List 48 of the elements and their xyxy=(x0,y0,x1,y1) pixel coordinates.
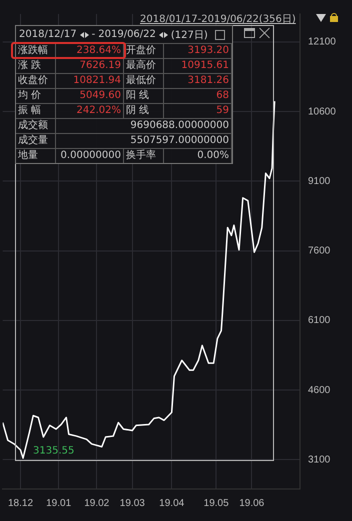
x-tick-label: 19.04 xyxy=(159,498,185,509)
annotation: 5049.60 xyxy=(56,88,124,103)
annotation: 成交额 xyxy=(16,118,56,133)
annotation: 9690688.00000000 xyxy=(56,118,232,133)
annotation: 涨 跌 xyxy=(16,58,56,73)
annotation: 59 xyxy=(164,103,232,118)
annotation: 地量 xyxy=(16,148,56,163)
x-tick-label: 19.06 xyxy=(239,498,265,509)
annotation: 开盘价 xyxy=(124,43,164,58)
y-tick-label: 6100 xyxy=(308,315,331,326)
x-tick-label: 18.12 xyxy=(8,498,34,509)
y-tick-label: 12100 xyxy=(308,36,336,48)
annotation: 最低价 xyxy=(124,73,164,88)
annotation: 68 xyxy=(164,88,232,103)
annotation: - xyxy=(92,29,96,40)
annotation: 3193.20 xyxy=(164,43,232,58)
annotation: 2018/12/17 xyxy=(19,29,77,40)
annotation: 3181.26 xyxy=(164,73,232,88)
y-tick-label: 4600 xyxy=(308,384,331,396)
annotation: 振 幅 xyxy=(16,103,56,118)
x-tick-label: 19.01 xyxy=(46,498,72,509)
annotation: 均 价 xyxy=(16,88,56,103)
annotation: 0.00000000 xyxy=(56,148,124,163)
annotation: 阴 线 xyxy=(124,103,164,118)
annotation: 10915.61 xyxy=(164,58,232,73)
annotation: 最高价 xyxy=(124,58,164,73)
x-tick-label: 19.05 xyxy=(204,498,230,509)
x-tick-label: 19.03 xyxy=(120,498,146,509)
annotation: 238.64% xyxy=(56,43,124,58)
y-tick-label: 7600 xyxy=(308,246,331,257)
y-tick-label: 3100 xyxy=(308,454,331,466)
annotation: 10821.94 xyxy=(56,73,124,88)
annotation: 3135.55 xyxy=(33,446,74,457)
y-tick-label: 9100 xyxy=(308,176,331,187)
annotation: 收盘价 xyxy=(16,73,56,88)
annotation: 5507597.00000000 xyxy=(56,133,232,148)
annotation: 涨跌幅 xyxy=(16,43,56,58)
chart-subtitle: 2018/01/17-2019/06/22(356日) xyxy=(140,13,296,26)
annotation: 0.00% xyxy=(164,148,232,163)
annotation: 2019/06/22 xyxy=(98,29,156,40)
annotation: 7626.19 xyxy=(56,58,124,73)
annotation: 阳 线 xyxy=(124,88,164,103)
annotation: (127日) xyxy=(170,28,208,42)
x-tick-label: 19.02 xyxy=(84,498,110,509)
annotation: 成交量 xyxy=(16,133,56,148)
y-tick-label: 10600 xyxy=(308,106,336,118)
annotation: 242.02% xyxy=(56,103,124,118)
annotation: 换手率 xyxy=(124,148,164,163)
